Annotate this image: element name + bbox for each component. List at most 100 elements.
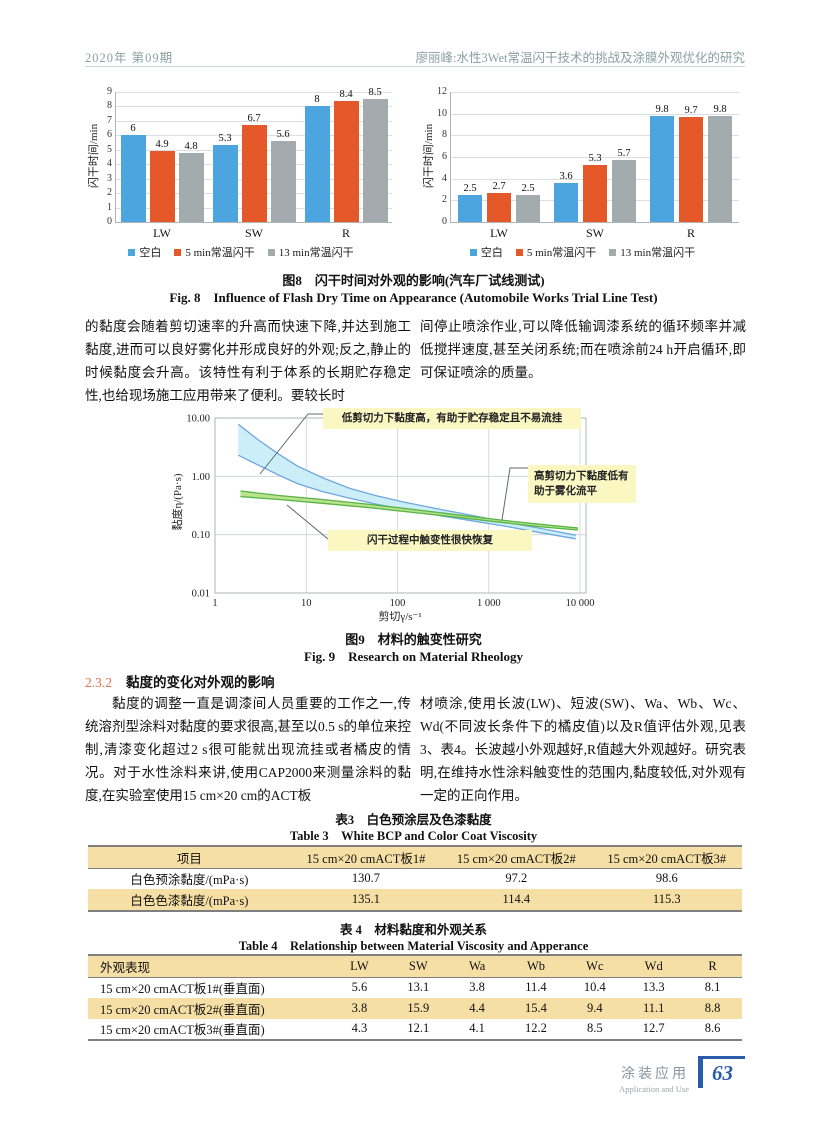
table-cell: 9.4 [587,1000,603,1015]
legend-swatch [609,248,617,256]
column-header: Wd [644,958,663,973]
column-header: Wc [586,958,604,973]
section-heading: 2.3.2 黏度的变化对外观的影响 [85,671,275,691]
bar-value-label: 5.3 [218,133,232,145]
column-header: LW [350,958,369,973]
table-cell: 11.1 [642,1000,665,1015]
bar-value-label: 4.8 [184,140,198,152]
table4-caption-en: Table 4 Relationship between Material Vi… [238,939,589,953]
body-paragraph: 间停止喷涂作业,可以降低输调漆系统的循环频率并减低搅拌速度,甚至关闭系统;而在喷… [420,319,746,380]
table-cell: 10.4 [583,980,606,995]
body-paragraph: 材喷涂,使用长波(LW)、短波(SW)、Wa、Wb、Wc、Wd(不同波长条件下的… [420,696,746,803]
y-tick-label: 0 [107,216,112,227]
category-label: LW [153,226,171,240]
table-cell: 8.6 [704,1021,721,1036]
bar [149,151,175,222]
legend-label: 空白 [139,247,162,259]
waterborne-paint-viscosity-band-lower-line [238,454,576,540]
column-header: 外观表现 [100,960,151,975]
fig9-caption-en: Fig. 9 Research on Material Rheology [304,649,523,664]
plot-area: 闪干时间/min 0 2 4 6 8 10 12 2.5 2.7 2.5 LW 3.6 5.3 5.7 SW… [423,86,739,240]
page-number: 63 [698,1056,745,1088]
table-header-row: 外观表现 LW SW Wa Wb Wc Wd R [88,956,742,978]
reference-viscosity-band-upper-line [240,490,579,529]
y-tick-label: 8 [107,100,112,112]
table-cell: 98.6 [655,871,678,886]
column-header: 项目 [176,851,202,866]
table3: 项目 15 cm×20 cmACT板1# 15 cm×20 cmACT板2# 15 c… [88,845,742,912]
table4: 外观表现 LW SW Wa Wb Wc Wd R 15 cm×20 cmACT板1#(垂直面) 5… [88,954,742,1041]
fig8-left-bar-chart: 闪干时间/min 0 1 2 3 4 5 6 7 8 9 6 4.9 4.8 LW 5.3 6.7 5.6 SW 8… [85,86,397,262]
running-title: 廖丽峰:水性3Wet常温闪干技术的挑战及涂膜外观优化的研究 [415,51,745,65]
column-name-zh: 涂装应用 [621,1067,689,1082]
bar-value-label: 6 [130,123,136,135]
table-cell: 白色色漆黏度/(mPa·s) [130,893,249,908]
plot-area: 闪干时间/min 0 1 2 3 4 5 6 7 8 9 6 4.9 4.8 LW 5.3 6.7 5.6 SW 8… [88,86,392,240]
table3-caption-en: Table 3 White BCP and Color Coat Viscosi… [289,829,538,843]
table3-caption-zh: 表3 白色预涂层及色漆黏度 [335,813,492,827]
table-cell: 4.4 [469,1000,485,1015]
annotation-leader-line [259,413,323,475]
table-cell: 8.1 [704,980,721,995]
y-tick-label: 1 [107,201,112,213]
y-tick-label: 4 [107,158,112,170]
fig9-caption-zh: 图9 材料的触变性研究 [345,632,482,647]
annotation-box: 低剪切力下黏度高，有助于贮存稳定且不易流挂 [323,408,581,429]
bar-value-label: 5.6 [276,129,290,141]
y-tick-label: 5 [107,143,112,155]
y-tick-label: 6 [442,151,447,162]
bar-value-label: 5.7 [617,148,631,160]
category-label: R [341,226,350,240]
body-paragraph: 黏度的调整一直是调漆间人员重要的工作之一,传统溶剂型涂料对黏度的要求很高,甚至以… [85,696,411,803]
bar [487,192,511,222]
chart-legend: 空白 5 min常温闪干 13 min常温闪干 [85,244,397,260]
journal-issue: 2020年 第09期 [85,51,174,65]
table-cell: 15 cm×20 cmACT板1#(垂直面) [100,982,265,997]
legend-label: 5 min常温闪干 [185,247,255,259]
x-tick-label: 100 [390,598,406,609]
bar [554,183,578,222]
y-tick-label: 4 [442,172,447,184]
section-title: 黏度的变化对外观的影响 [126,675,275,690]
body-paragraph: 的黏度会随着剪切速率的升高而快速下降,并达到施工黏度,进而可以良好雾化并形成良好… [85,319,411,403]
bar-value-label: 8 [314,94,320,106]
table-cell: 白色预涂黏度/(mPa·s) [130,873,249,888]
legend-swatch [469,248,477,256]
x-tick-label: 10 [301,598,312,609]
legend-label: 13 min常温闪干 [620,247,696,259]
bar [304,106,330,222]
table4-caption-zh: 表 4 材料黏度和外观关系 [340,923,487,937]
bar [270,141,296,222]
legend-item: 空白 [128,244,161,260]
bar-value-label: 2.5 [521,182,535,194]
chart-legend: 空白 5 min常温闪干 13 min常温闪干 [420,244,745,260]
reference-viscosity-band-fill [240,491,578,530]
annotation-box: 高剪切力下黏度低有 助于雾化流平 [528,465,636,503]
legend-item: 空白 [469,244,503,260]
table-cell: 13.1 [407,980,430,995]
legend-swatch [515,248,523,256]
table-cell: 135.1 [351,891,380,906]
gridline [451,92,739,93]
bar-value-label: 9.7 [684,104,698,116]
y-axis-label: 黏度η/(Pa·s) [172,473,184,531]
bar-value-label: 3.6 [559,171,573,182]
y-tick-label: 8 [442,129,447,141]
gridline [451,135,739,137]
legend-item: 13 min常温闪干 [609,244,695,260]
table-row: 15 cm×20 cmACT板3#(垂直面) 4.3 12.1 4.1 12.2 8.5 1… [88,1019,742,1040]
legend-swatch [267,248,275,256]
column-name: 涂装应用 Application and Use [619,1056,689,1094]
y-tick-label: 12 [437,86,447,97]
bar [708,115,732,222]
x-tick-label: 1 [212,598,217,609]
bar [120,135,146,222]
column-header: 15 cm×20 cmACT板1# [306,851,426,866]
y-tick-label: 3 [107,172,112,184]
annotation-leader-line [286,504,329,540]
bar-value-label: 5.3 [588,152,602,164]
legend-swatch [174,248,182,256]
x-tick-label: 1 000 [477,598,501,609]
table-row: 15 cm×20 cmACT板1#(垂直面) 5.6 13.1 3.8 11.4 10.4… [88,978,742,999]
